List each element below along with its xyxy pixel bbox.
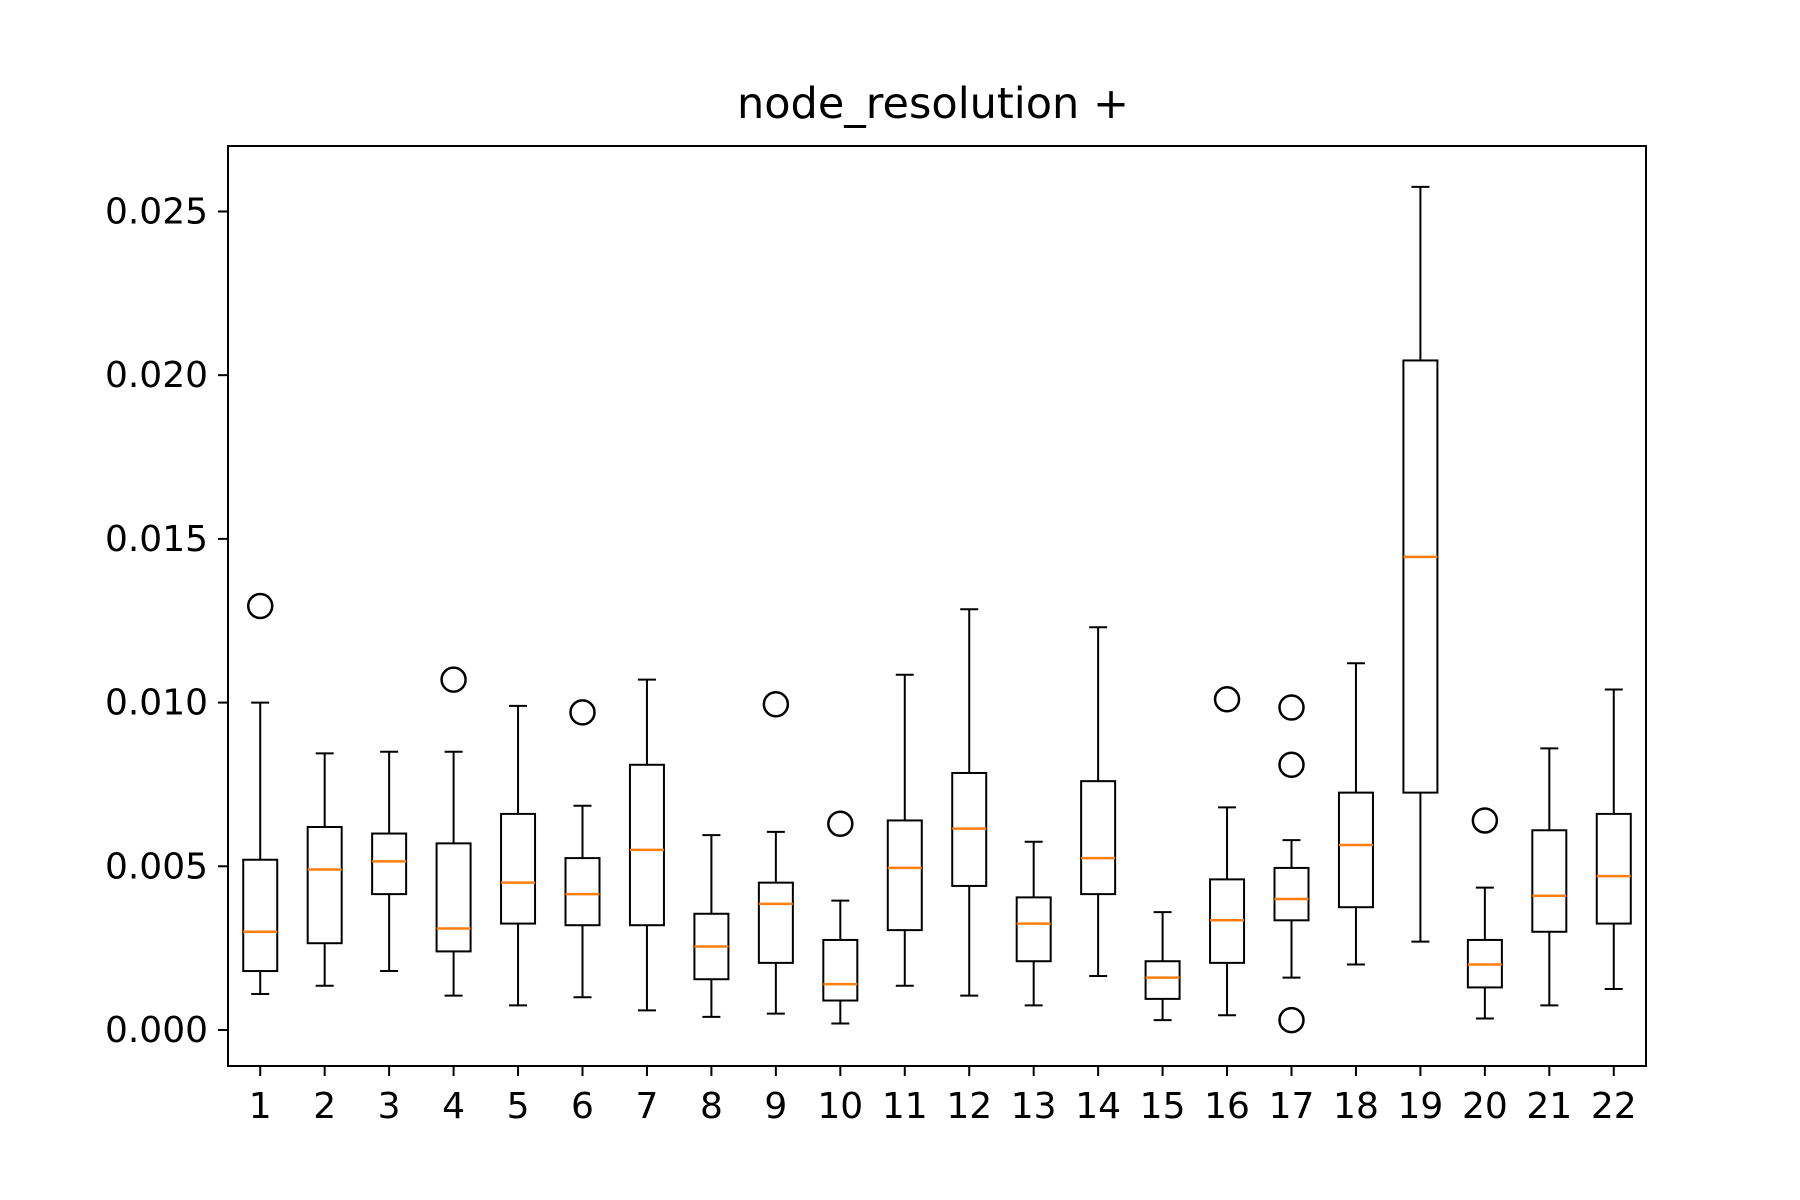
outlier-point (569, 699, 596, 726)
x-tick-label: 21 (1526, 1086, 1572, 1127)
box-iqr (371, 832, 408, 896)
box-iqr (435, 842, 472, 953)
y-tick-label: 0.010 (105, 683, 208, 724)
outlier-point (1278, 751, 1305, 779)
box-iqr (1144, 960, 1181, 1000)
x-tick-label: 22 (1591, 1086, 1637, 1127)
x-tick-label: 5 (507, 1086, 530, 1127)
x-tick-label: 15 (1140, 1086, 1186, 1127)
x-tick-label: 18 (1333, 1086, 1379, 1127)
x-tick-label: 2 (313, 1086, 336, 1127)
box-iqr (1402, 359, 1439, 794)
x-tick-label: 13 (1011, 1086, 1057, 1127)
box-iqr (1337, 791, 1374, 909)
x-tick-label: 12 (946, 1086, 992, 1127)
x-tick-label: 1 (249, 1086, 272, 1127)
x-tick-label: 11 (882, 1086, 928, 1127)
outlier-point (1213, 686, 1241, 713)
x-tick-label: 10 (817, 1086, 863, 1127)
x-tick-label: 3 (378, 1086, 401, 1127)
box-iqr (628, 763, 665, 927)
x-tick-label: 9 (764, 1086, 787, 1127)
outlier-point (1278, 694, 1305, 721)
x-tick-label: 7 (636, 1086, 659, 1127)
y-tick-label: 0.025 (105, 191, 208, 232)
box-iqr (1080, 780, 1117, 896)
x-tick-label: 4 (442, 1086, 465, 1127)
box-iqr (1015, 896, 1052, 963)
outlier-point (440, 666, 467, 693)
box-iqr (500, 812, 537, 925)
box-iqr (822, 938, 859, 1002)
x-tick-label: 16 (1204, 1086, 1250, 1127)
box-iqr (242, 858, 279, 973)
outlier-point (246, 592, 274, 620)
outlier-point (827, 810, 854, 837)
axes-frame (227, 145, 1647, 1067)
y-tick-label: 0.015 (105, 519, 208, 560)
box-iqr (564, 857, 601, 927)
box-iqr (757, 881, 794, 964)
x-tick-label: 17 (1269, 1086, 1315, 1127)
box-iqr (1531, 829, 1568, 933)
x-tick-label: 6 (571, 1086, 594, 1127)
chart-title: node_resolution + (737, 79, 1129, 129)
x-tick-label: 14 (1075, 1086, 1121, 1127)
outlier-point (1278, 1006, 1305, 1034)
box-iqr (1273, 866, 1310, 922)
x-tick-label: 20 (1462, 1086, 1508, 1127)
outlier-point (1471, 807, 1499, 834)
box-iqr (1595, 812, 1632, 925)
x-tick-label: 19 (1398, 1086, 1444, 1127)
outlier-point (762, 690, 790, 718)
x-tick-label: 8 (700, 1086, 723, 1127)
box-iqr (306, 825, 343, 945)
y-tick-label: 0.005 (105, 846, 208, 887)
y-tick-label: 0.000 (105, 1010, 208, 1051)
box-iqr (886, 819, 923, 932)
y-tick-label: 0.020 (105, 355, 208, 396)
